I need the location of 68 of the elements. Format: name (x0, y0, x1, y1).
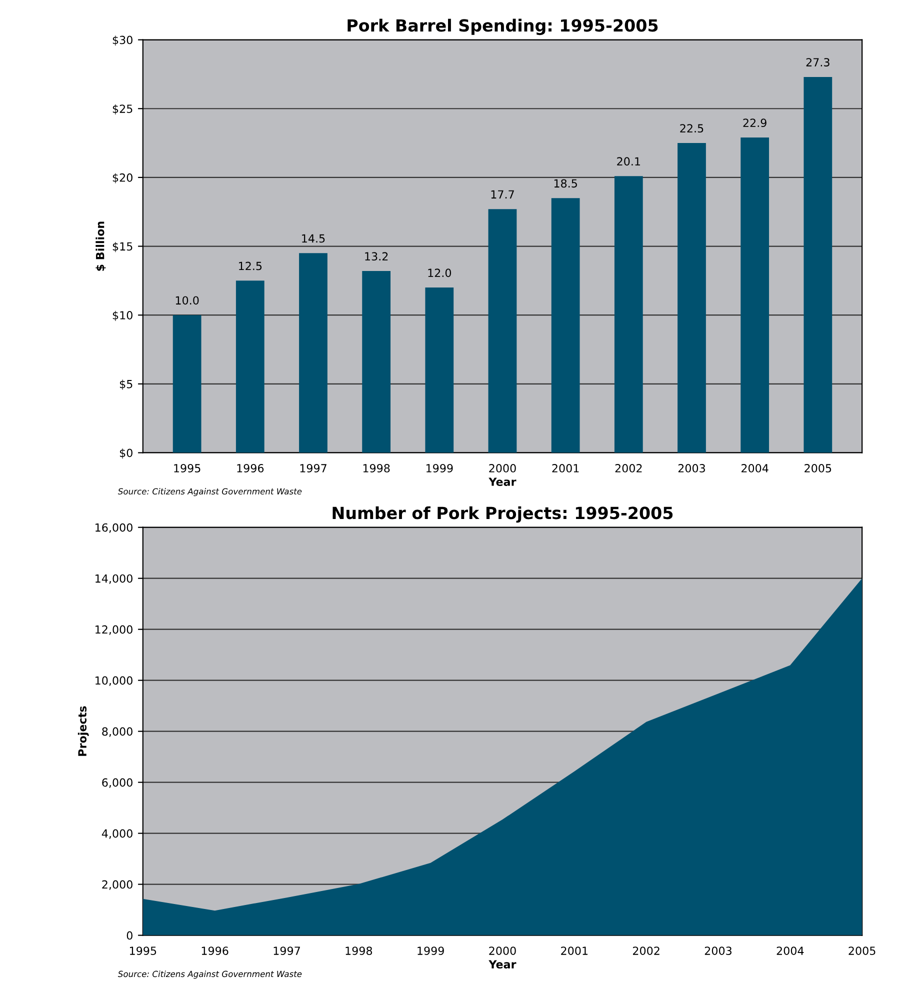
x-axis-title: Year (488, 478, 516, 486)
x-tick-label: 2001 (561, 946, 588, 956)
y-tick-label: $0 (120, 448, 132, 459)
bar (299, 253, 328, 453)
x-tick-label: 1999 (426, 464, 453, 472)
y-tick-label: $10 (112, 310, 132, 321)
bar (172, 315, 202, 453)
x-tick-label: 2005 (804, 464, 832, 472)
data-label: 22.9 (743, 118, 766, 128)
bar (804, 76, 832, 453)
data-label: 12.0 (428, 268, 452, 278)
x-tick-label: 1995 (130, 946, 156, 956)
x-tick-label: 1996 (202, 946, 228, 956)
bar (362, 271, 391, 453)
x-tick-label: 2002 (632, 946, 660, 956)
y-tick-label: 12,000 (96, 625, 132, 635)
data-label: 27.3 (806, 58, 830, 66)
data-label: 12.5 (239, 262, 262, 270)
y-tick-label: 16,000 (96, 523, 132, 533)
bar (740, 138, 770, 453)
source-note: Source: Citizens Against Government Waste (118, 970, 302, 979)
x-tick-label: 1999 (418, 946, 444, 956)
x-tick-label: 1997 (300, 464, 326, 472)
y-tick-label: $20 (112, 173, 132, 184)
y-tick-label: $15 (112, 242, 132, 252)
y-tick-label: $5 (120, 380, 132, 390)
x-tick-label: 1998 (346, 946, 372, 956)
y-tick-label: 14,000 (96, 574, 132, 584)
x-tick-label: 2002 (615, 464, 642, 472)
bar (425, 288, 454, 453)
x-tick-label: 1995 (174, 464, 200, 472)
x-tick-label: 2001 (552, 464, 579, 472)
data-label: 13.2 (365, 252, 388, 261)
y-tick-label: 6,000 (102, 778, 132, 788)
y-tick-label: 4,000 (102, 829, 132, 839)
y-axis-title: $ Billion (96, 222, 106, 271)
x-tick-label: 2000 (489, 464, 516, 472)
bar (236, 280, 264, 453)
x-axis-title: Year (488, 960, 516, 969)
data-label: 22.5 (680, 124, 704, 133)
y-tick-label: 10,000 (96, 676, 132, 686)
source-note: Source: Citizens Against Government Waste (118, 488, 302, 496)
x-tick-label: 2004 (742, 464, 768, 472)
bar (488, 209, 517, 453)
x-tick-label: 1996 (237, 464, 264, 472)
y-tick-label: 8,000 (102, 727, 132, 737)
x-tick-label: 2005 (848, 946, 876, 956)
data-label: 14.5 (302, 234, 325, 243)
bar (551, 198, 580, 453)
bar (614, 176, 643, 453)
chart-title: Number of Pork Projects: 1995-2005 (332, 506, 673, 523)
y-tick-label: 2,000 (102, 880, 132, 890)
y-tick-label: $30 (112, 36, 132, 46)
x-tick-label: 2003 (678, 464, 705, 472)
y-tick-label: $25 (112, 104, 132, 114)
y-axis-title: Projects (78, 706, 89, 756)
x-tick-label: 2003 (704, 946, 732, 956)
x-tick-label: 1997 (274, 946, 300, 956)
x-tick-label: 1998 (363, 464, 390, 472)
x-tick-label: 2000 (489, 946, 516, 956)
chart-title: Pork Barrel Spending: 1995-2005 (348, 18, 658, 36)
y-tick-label: 0 (126, 931, 132, 940)
data-label: 17.7 (491, 190, 514, 198)
data-label: 10.0 (176, 296, 199, 305)
bar (678, 143, 706, 453)
data-label: 18.5 (554, 179, 577, 188)
data-label: 20.1 (617, 157, 640, 166)
x-tick-label: 2004 (776, 946, 804, 956)
